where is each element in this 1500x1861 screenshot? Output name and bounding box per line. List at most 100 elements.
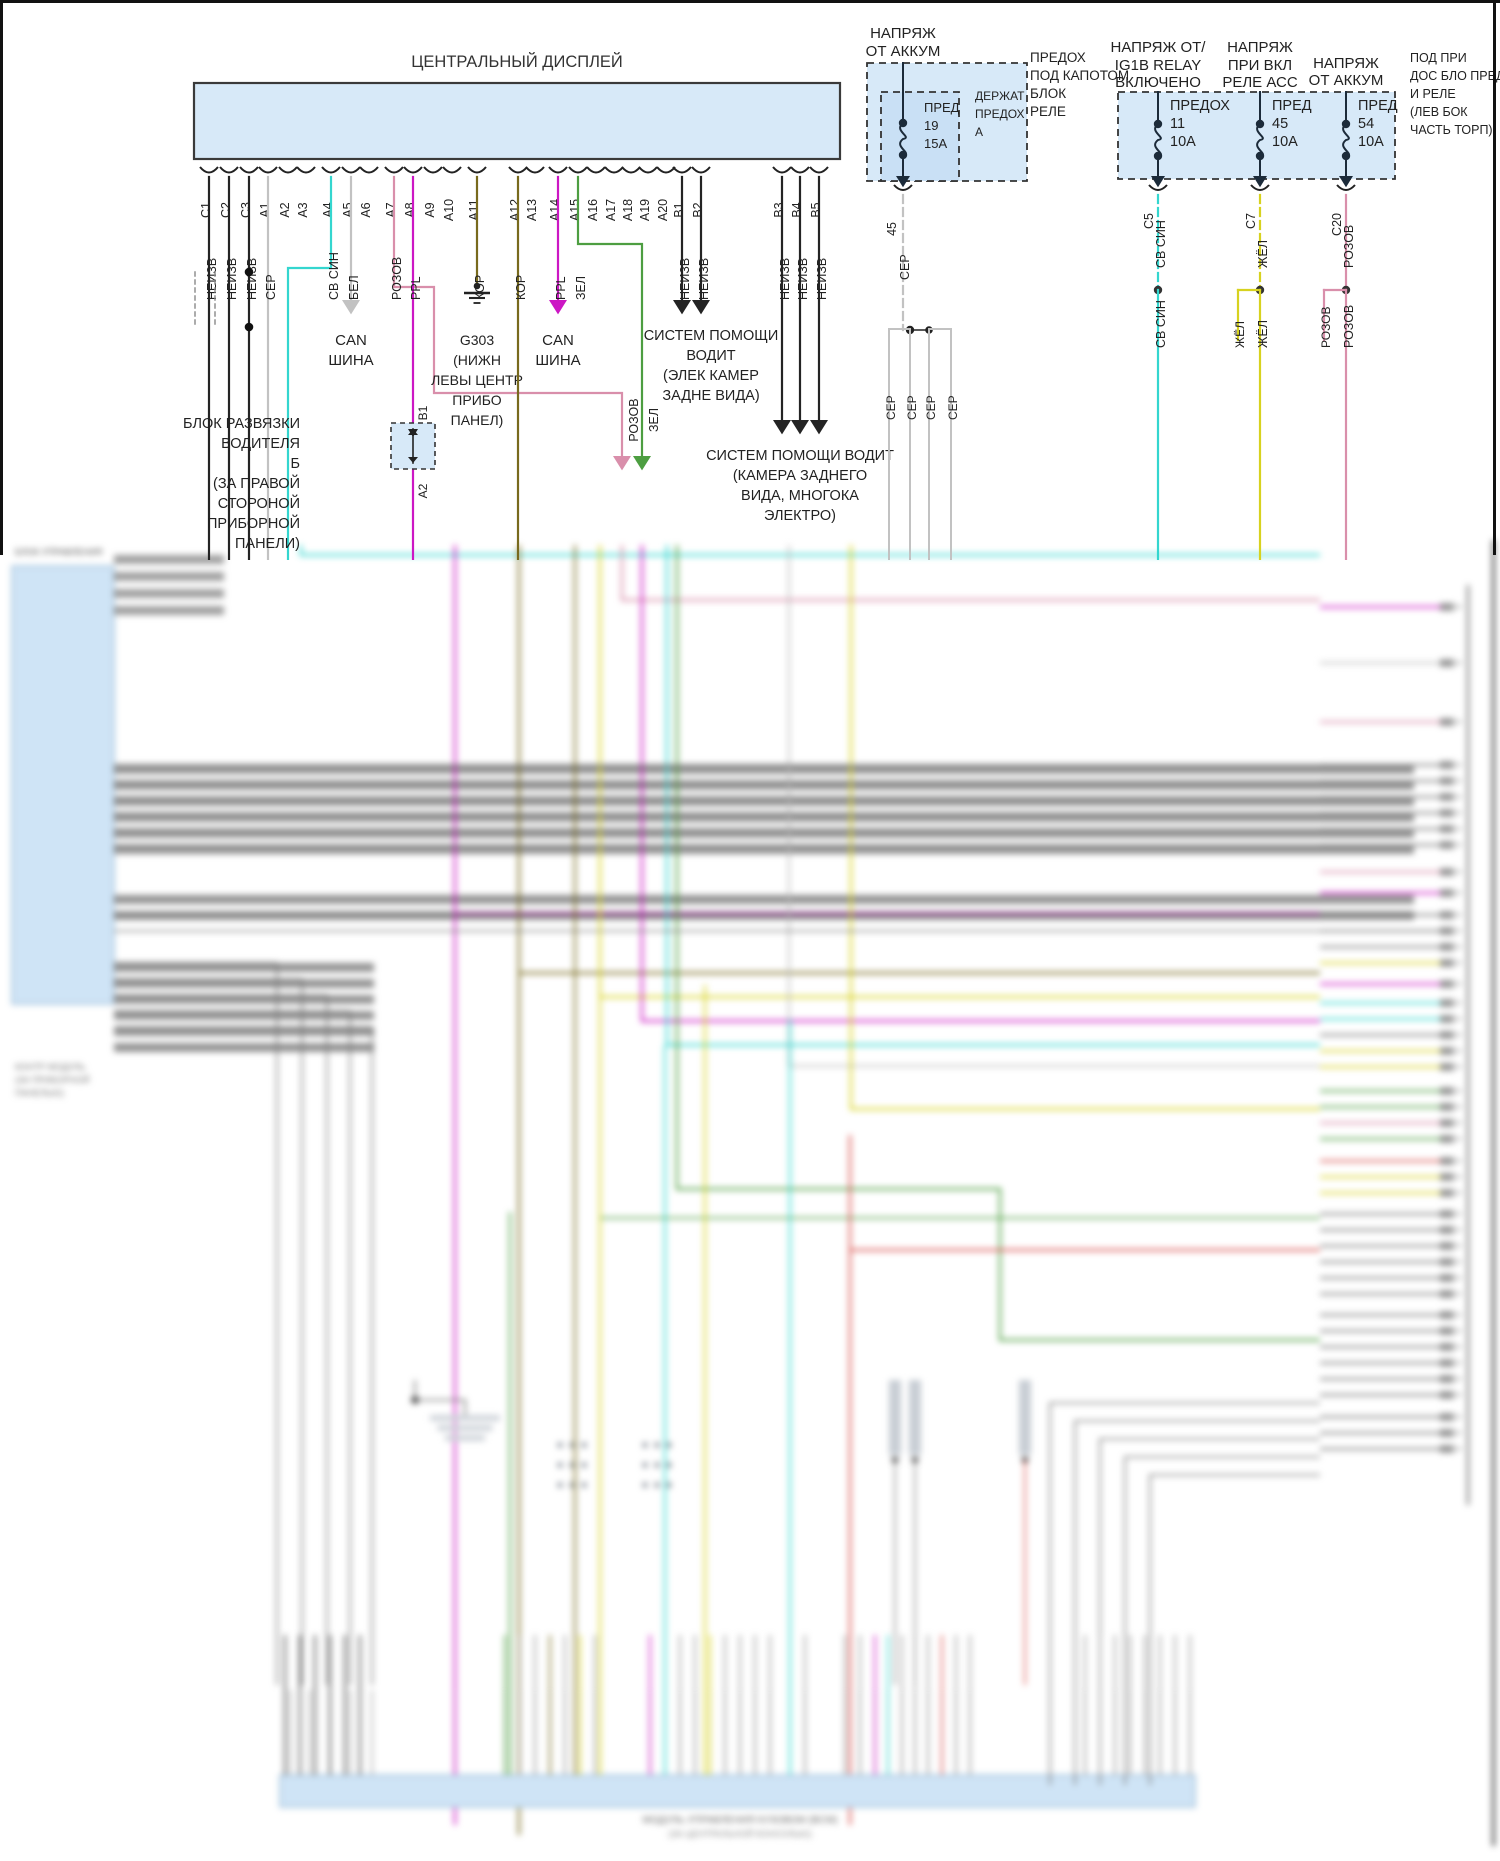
svg-text:A19: A19 [638,199,652,221]
svg-text:ШИНА: ШИНА [328,352,373,369]
svg-text:ПАНЕЛИ): ПАНЕЛИ) [235,536,300,552]
svg-text:СИСТЕМ ПОМОЩИ: СИСТЕМ ПОМОЩИ [644,328,779,344]
svg-text:РОЗОВ: РОЗОВ [1342,305,1356,348]
svg-text:45: 45 [885,222,899,236]
svg-text:И РЕЛЕ: И РЕЛЕ [1410,87,1456,101]
svg-text:(ЛЕВ БОК: (ЛЕВ БОК [1410,105,1468,119]
svg-text:СТОРОНОЙ: СТОРОНОЙ [218,494,300,512]
svg-text:СЕР: СЕР [946,395,960,420]
svg-text:СВ СИН: СВ СИН [327,252,341,300]
svg-text:B1: B1 [672,202,686,217]
svg-text:A16: A16 [586,199,600,221]
svg-text:IG1B RELAY: IG1B RELAY [1115,57,1201,74]
svg-text:B2: B2 [691,202,705,217]
svg-text:ШИНА: ШИНА [535,352,580,369]
svg-text:НЕИЗВ: НЕИЗВ [778,258,792,300]
svg-text:A6: A6 [359,202,373,217]
svg-text:A4: A4 [321,202,335,217]
svg-text:ДЕРЖАТ: ДЕРЖАТ [975,89,1025,103]
svg-text:Б: Б [290,456,300,472]
svg-text:PPL: PPL [554,276,568,300]
svg-text:PPL: PPL [409,276,423,300]
svg-text:ЛЕВЫ ЦЕНТР: ЛЕВЫ ЦЕНТР [431,372,523,388]
svg-text:10А: 10А [1272,134,1298,150]
svg-text:ПРЕДОХ: ПРЕДОХ [1030,50,1086,65]
svg-text:ПАНЕЛЬЮ): ПАНЕЛЬЮ) [15,1088,64,1098]
svg-text:C1: C1 [199,202,213,218]
svg-text:НАПРЯЖ ОТ/: НАПРЯЖ ОТ/ [1111,39,1207,56]
svg-text:A2: A2 [416,483,430,498]
svg-text:19: 19 [924,118,938,133]
svg-text:A13: A13 [525,199,539,221]
svg-text:A12: A12 [508,199,522,221]
svg-text:C2: C2 [219,202,233,218]
svg-text:БЛОК РАЗВЯЗКИ: БЛОК РАЗВЯЗКИ [183,416,300,432]
svg-text:(ЗА ЦЕНТРАЛЬНОЙ КОНСОЛЬЮ): (ЗА ЦЕНТРАЛЬНОЙ КОНСОЛЬЮ) [668,1828,811,1839]
svg-text:РЕЛЕ: РЕЛЕ [1030,104,1066,119]
svg-text:A5: A5 [341,202,355,217]
svg-text:СИСТЕМ ПОМОЩИ ВОДИТ: СИСТЕМ ПОМОЩИ ВОДИТ [706,448,894,464]
svg-text:КОНТР МОДУЛЬ: КОНТР МОДУЛЬ [15,1062,85,1072]
svg-text:B1: B1 [416,405,430,420]
svg-text:ПРЕД: ПРЕД [1272,98,1312,114]
svg-text:ЗАДНЕ ВИДА): ЗАДНЕ ВИДА) [662,388,759,404]
svg-text:НЕИЗВ: НЕИЗВ [796,258,810,300]
svg-text:НАПРЯЖ: НАПРЯЖ [1227,39,1293,56]
svg-text:ЧАСТЬ ТОРП): ЧАСТЬ ТОРП) [1410,123,1493,137]
svg-text:A9: A9 [423,202,437,217]
svg-text:A20: A20 [656,199,670,221]
svg-text:ЖЁЛ: ЖЁЛ [1256,240,1270,268]
svg-text:НЕИЗВ: НЕИЗВ [245,258,259,300]
svg-text:СЕР: СЕР [924,395,938,420]
svg-text:A2: A2 [278,202,292,217]
svg-text:СВ СИН: СВ СИН [1154,300,1168,348]
svg-text:ДОС БЛО ПРЕД: ДОС БЛО ПРЕД [1410,69,1500,83]
svg-text:ЖЁЛ: ЖЁЛ [1256,320,1270,348]
svg-text:А: А [975,125,983,139]
svg-text:C3: C3 [239,202,253,218]
svg-text:B4: B4 [790,202,804,217]
svg-text:A7: A7 [384,202,398,217]
svg-text:РОЗОВ: РОЗОВ [1342,225,1356,268]
svg-text:ЦЕНТРАЛЬНЫЙ ДИСПЛЕЙ: ЦЕНТРАЛЬНЫЙ ДИСПЛЕЙ [411,52,623,71]
svg-text:A8: A8 [403,202,417,217]
svg-text:ОТ АККУМ: ОТ АККУМ [866,43,941,60]
svg-text:(ЗА ПРИБОРНОЙ: (ЗА ПРИБОРНОЙ [15,1074,90,1085]
svg-text:СЕР: СЕР [898,254,912,280]
svg-text:ВОДИТ: ВОДИТ [686,348,735,364]
svg-text:НЕИЗВ: НЕИЗВ [678,258,692,300]
svg-text:A10: A10 [442,199,456,221]
svg-text:ОТ АККУМ: ОТ АККУМ [1309,72,1384,89]
svg-text:НАПРЯЖ: НАПРЯЖ [870,25,936,42]
svg-text:НАПРЯЖ: НАПРЯЖ [1313,55,1379,72]
svg-text:НЕИЗВ: НЕИЗВ [815,258,829,300]
svg-text:МОДУЛЬ УПРАВЛЕНИЯ КУЗОВОМ (BCM: МОДУЛЬ УПРАВЛЕНИЯ КУЗОВОМ (BCM) [643,1815,838,1826]
svg-text:ПРЕДОХ: ПРЕДОХ [975,107,1025,121]
svg-text:РОЗОВ: РОЗОВ [627,398,641,441]
svg-text:15А: 15А [924,136,947,151]
svg-text:БЕЛ: БЕЛ [347,275,361,300]
svg-text:ЗЕЛ: ЗЕЛ [647,408,661,432]
svg-text:НЕИЗВ: НЕИЗВ [225,258,239,300]
svg-text:54: 54 [1358,116,1374,132]
svg-text:ЭЛЕКТРО): ЭЛЕКТРО) [764,508,836,524]
svg-text:10А: 10А [1170,134,1196,150]
svg-text:G303: G303 [460,332,494,348]
svg-text:НЕИЗВ: НЕИЗВ [205,258,219,300]
svg-text:ПОД ПРИ: ПОД ПРИ [1410,51,1467,65]
svg-text:ПРИБО: ПРИБО [452,392,501,408]
svg-text:A15: A15 [568,199,582,221]
svg-text:45: 45 [1272,116,1288,132]
svg-text:ВКЛЮЧЕНО: ВКЛЮЧЕНО [1115,74,1201,91]
svg-text:ПАНЕЛ): ПАНЕЛ) [451,412,504,428]
svg-text:A3: A3 [296,202,310,217]
svg-text:БЛОК: БЛОК [1030,86,1066,101]
svg-text:ВОДИТЕЛЯ: ВОДИТЕЛЯ [221,436,300,452]
svg-text:A17: A17 [604,199,618,221]
svg-text:ПРЕД: ПРЕД [1358,98,1398,114]
svg-text:ПРЕД: ПРЕД [924,100,960,115]
svg-text:A14: A14 [548,199,562,221]
svg-text:CAN: CAN [542,332,574,349]
svg-text:СЕР: СЕР [905,395,919,420]
svg-text:11: 11 [1170,116,1185,132]
